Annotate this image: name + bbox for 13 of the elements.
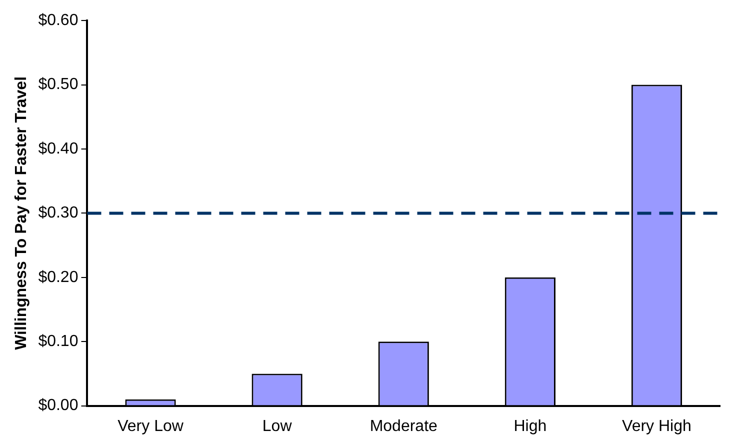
x-tick-label: Moderate <box>370 418 438 435</box>
x-tick-label: Very High <box>622 418 692 435</box>
x-tick-label: Very Low <box>118 418 184 435</box>
y-tick-label: $0.20 <box>38 268 78 286</box>
y-axis-title: Willingness To Pay for Faster Travel <box>13 76 30 350</box>
y-tick-label: $0.00 <box>38 397 78 414</box>
y-tick-label: $0.40 <box>38 140 78 158</box>
y-tick-label: $0.60 <box>38 12 78 30</box>
y-tick-label: $0.50 <box>38 76 78 94</box>
y-tick-label: $0.30 <box>38 204 78 222</box>
x-tick-label: Low <box>262 418 292 435</box>
x-tick-label: High <box>514 418 547 435</box>
y-tick-label: $0.10 <box>38 333 78 350</box>
